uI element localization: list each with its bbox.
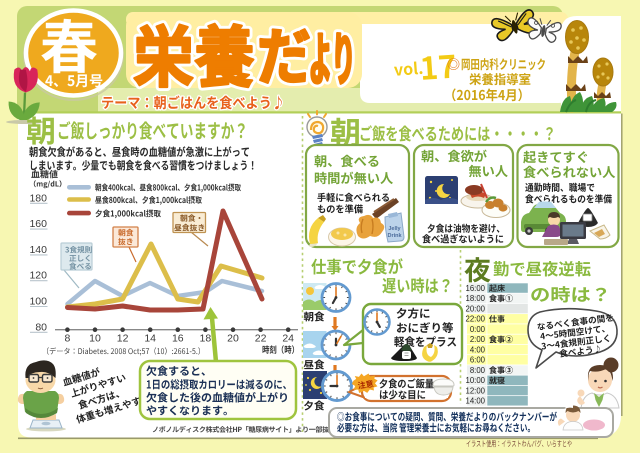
svg-text:16:00: 16:00	[465, 284, 485, 293]
svg-text:20: 20	[227, 333, 239, 345]
svg-text:10: 10	[89, 333, 101, 345]
svg-text:14: 14	[144, 333, 156, 345]
svg-text:18: 18	[200, 333, 212, 345]
svg-text:0:00: 0:00	[470, 325, 486, 334]
svg-text:140: 140	[29, 244, 47, 256]
svg-text:14:00: 14:00	[465, 397, 485, 406]
svg-text:22:00: 22:00	[465, 315, 485, 324]
svg-text:16: 16	[172, 333, 184, 345]
svg-text:2:00: 2:00	[470, 335, 486, 344]
svg-text:12: 12	[117, 333, 129, 345]
svg-text:20:00: 20:00	[465, 304, 485, 313]
svg-text:12:00: 12:00	[465, 386, 485, 395]
svg-text:6:00: 6:00	[470, 356, 486, 365]
svg-text:24: 24	[282, 333, 294, 345]
svg-text:180: 180	[29, 192, 47, 204]
svg-text:18:00: 18:00	[465, 294, 485, 303]
svg-text:4:00: 4:00	[470, 345, 486, 354]
svg-text:160: 160	[29, 218, 47, 230]
svg-text:10:00: 10:00	[465, 376, 485, 385]
svg-text:22: 22	[255, 333, 267, 345]
svg-text:80: 80	[35, 321, 47, 333]
svg-text:8: 8	[64, 333, 70, 345]
svg-text:Jelly: Jelly	[388, 226, 401, 232]
svg-text:Drink: Drink	[387, 233, 402, 239]
svg-text:100: 100	[29, 296, 47, 308]
svg-text:8:00: 8:00	[470, 366, 486, 375]
svg-text:120: 120	[29, 270, 47, 282]
